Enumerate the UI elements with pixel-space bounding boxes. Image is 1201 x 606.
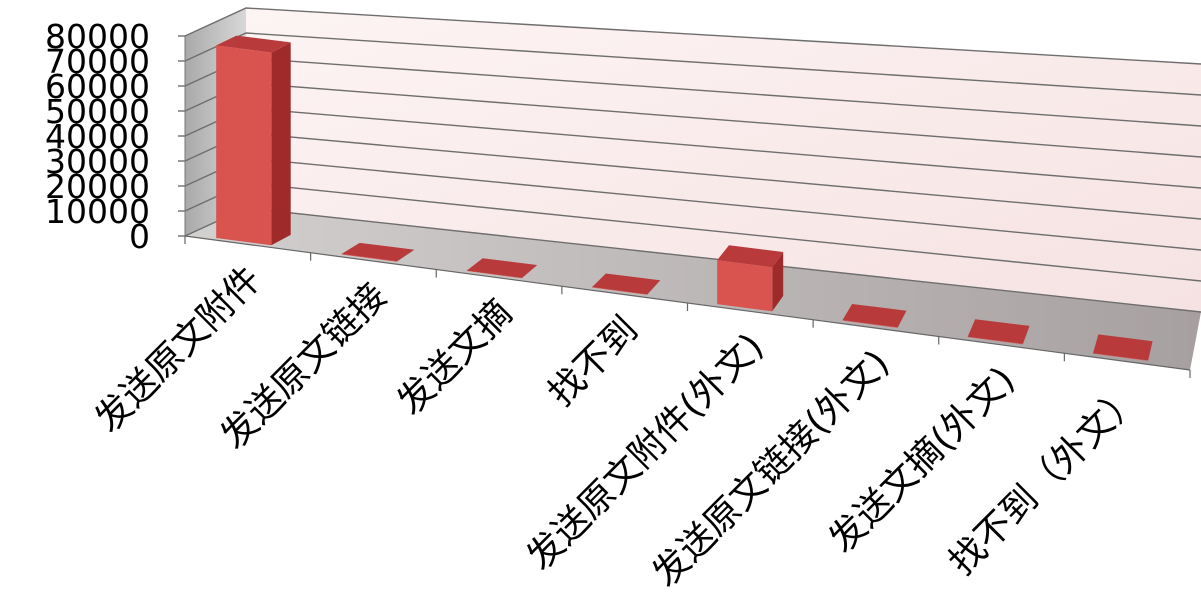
bar bbox=[842, 304, 907, 328]
x-tick-label: 发送原文附件(外文) bbox=[519, 326, 772, 579]
bar-front bbox=[592, 287, 648, 295]
bar-front bbox=[842, 320, 898, 328]
bars bbox=[216, 35, 1153, 361]
bar-top bbox=[1093, 334, 1153, 361]
gridline bbox=[184, 7, 1201, 65]
y-tick-label: 10000 bbox=[45, 192, 150, 231]
bar-top bbox=[216, 35, 291, 53]
bar-front bbox=[717, 260, 773, 312]
y-tick-label: 70000 bbox=[45, 42, 150, 81]
bar-side bbox=[647, 280, 660, 295]
bar bbox=[216, 35, 291, 246]
bar bbox=[967, 319, 1030, 345]
y-tick-label: 60000 bbox=[45, 67, 150, 106]
bar bbox=[717, 245, 784, 312]
y-tick-label: 30000 bbox=[45, 142, 150, 181]
bar-side bbox=[521, 265, 537, 279]
x-tick-label: 发送文摘 bbox=[390, 292, 521, 423]
y-axis: 0100002000030000400005000060000700008000… bbox=[45, 17, 186, 256]
y-tick-label: 80000 bbox=[45, 17, 150, 56]
bar-top bbox=[341, 242, 414, 262]
y-tick-label: 0 bbox=[129, 217, 150, 256]
bar-front bbox=[1093, 353, 1149, 361]
bar-side bbox=[396, 249, 414, 262]
y-tick-label: 20000 bbox=[45, 167, 150, 206]
bar bbox=[592, 273, 660, 295]
bar-top bbox=[592, 273, 660, 295]
bar bbox=[1093, 334, 1153, 361]
bar-top bbox=[466, 258, 537, 278]
gridline bbox=[184, 32, 1201, 96]
bar-side bbox=[271, 42, 291, 246]
bar bbox=[341, 242, 414, 262]
bar-top bbox=[967, 319, 1030, 344]
x-tick-label: 发送原文链接(外文) bbox=[645, 342, 898, 595]
bar-top bbox=[717, 245, 784, 268]
bar-front bbox=[216, 45, 272, 246]
bar-side bbox=[1148, 341, 1153, 361]
bar-side bbox=[1022, 325, 1030, 345]
bar bbox=[466, 258, 537, 279]
floor bbox=[185, 208, 1201, 370]
bar-front bbox=[967, 336, 1023, 345]
y-tick-label: 50000 bbox=[45, 92, 150, 131]
bar-side bbox=[897, 310, 907, 328]
bar-side bbox=[772, 252, 784, 312]
x-tick-label: 找不到 bbox=[541, 309, 646, 414]
bar-top bbox=[842, 304, 907, 328]
y-tick-label: 40000 bbox=[45, 117, 150, 156]
bar-front bbox=[341, 254, 397, 262]
back-wall bbox=[246, 8, 1201, 312]
bar-front bbox=[466, 270, 522, 279]
